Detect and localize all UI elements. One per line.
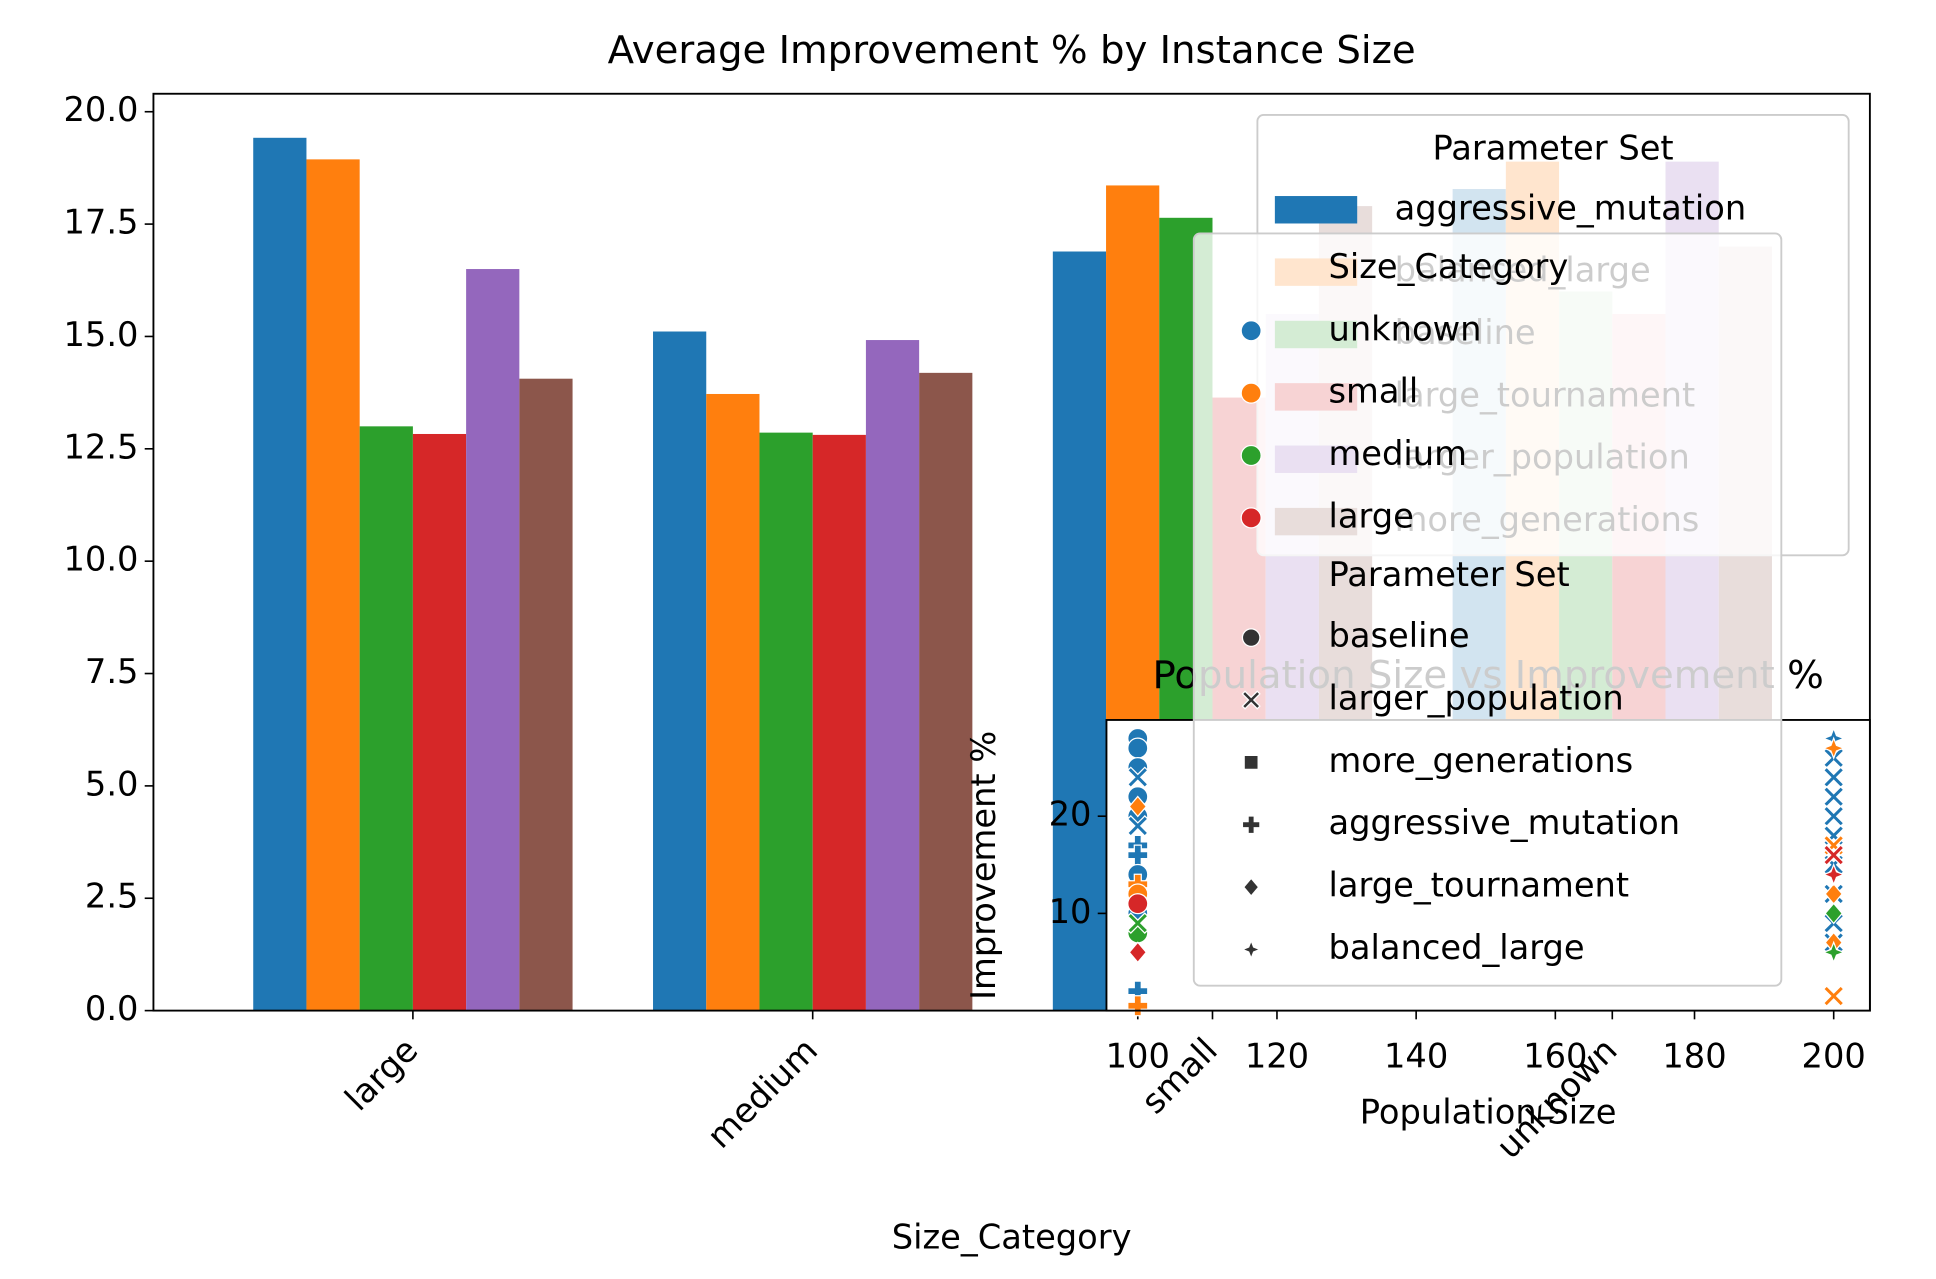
bar [653,331,707,1011]
legend-label: more_generations [1329,741,1634,780]
point [1126,912,1149,934]
y-tick-label: 20.0 [63,90,138,129]
point [1822,766,1845,789]
legend-label: baseline [1329,616,1470,655]
x-tick-label: 140 [1384,1037,1448,1076]
point [1127,893,1149,915]
bar [253,137,307,1011]
legend-box [1192,232,1783,987]
point [1821,862,1846,887]
y-tick-label: 2.5 [85,877,139,916]
point [1128,941,1148,964]
y-tick-label: 10 [1049,892,1092,931]
point [1822,785,1845,808]
x-axis-label: Population Size [1360,1093,1617,1132]
legend-subtitle: Size_Category [1329,247,1569,286]
x-tick-label: 120 [1245,1037,1309,1076]
point [1821,736,1846,760]
y-tick-label: 15.0 [63,315,138,354]
y-tick-label: 17.5 [63,203,138,242]
y-tick-label: 10.0 [63,540,138,579]
legend-marker [1242,877,1260,897]
legend-marker [1240,939,1262,960]
x-tick-label: 160 [1523,1037,1587,1076]
bar [865,340,920,1011]
y-axis-label: Improvement % [964,731,1003,1000]
legend-label: balanced_large [1329,928,1585,967]
legend-marker [1241,815,1261,835]
legend-label: small [1329,372,1419,411]
legend-label: large_tournament [1329,866,1630,905]
bar [812,434,866,1011]
point [1824,902,1843,925]
legend-subtitle: Parameter Set [1329,555,1570,594]
bar [359,426,413,1011]
bar [919,372,973,1011]
plot-frame [152,92,1871,1012]
legend-label: medium [1329,434,1467,473]
legend-marker [1240,507,1262,529]
legend-marker [1241,690,1261,710]
x-tick-label: 180 [1662,1037,1726,1076]
point [1126,815,1149,837]
point [1822,844,1845,866]
legend-label: aggressive_mutation [1395,188,1747,227]
y-tick-label: 5.0 [85,764,139,803]
legend-marker [1240,444,1262,467]
point [1128,795,1148,818]
legend-title: Parameter Set [1432,128,1673,167]
legend-label: aggressive_mutation [1329,803,1681,842]
x-tick-label: 200 [1802,1037,1866,1076]
legend-marker [1240,382,1262,404]
y-tick-label: 20 [1049,795,1092,834]
legend-swatch [1274,196,1358,224]
y-tick-label: 7.5 [85,652,139,691]
bar [519,378,573,1011]
x-tick-label: 100 [1106,1037,1170,1076]
legend-label: larger_population [1329,679,1624,718]
legend-marker [1241,628,1261,647]
point [1821,940,1846,964]
point [1127,995,1149,1017]
point [1822,805,1845,828]
bar [706,393,760,1011]
bar [412,433,467,1011]
legend-marker [1240,320,1262,342]
bar [466,269,520,1011]
y-tick-label: 12.5 [63,427,138,466]
y-tick-label: 0.0 [85,989,139,1028]
chart-title: Average Improvement % by Instance Size [608,28,1416,73]
point [1127,737,1149,759]
legend-label: large [1329,496,1414,535]
legend-label: unknown [1329,309,1482,348]
point [1822,985,1845,1007]
bar [1052,251,1107,1011]
bar [759,432,813,1011]
bar [306,159,360,1011]
legend-marker [1243,754,1259,770]
x-axis-label: Size_Category [892,1217,1132,1256]
point [1126,766,1149,789]
